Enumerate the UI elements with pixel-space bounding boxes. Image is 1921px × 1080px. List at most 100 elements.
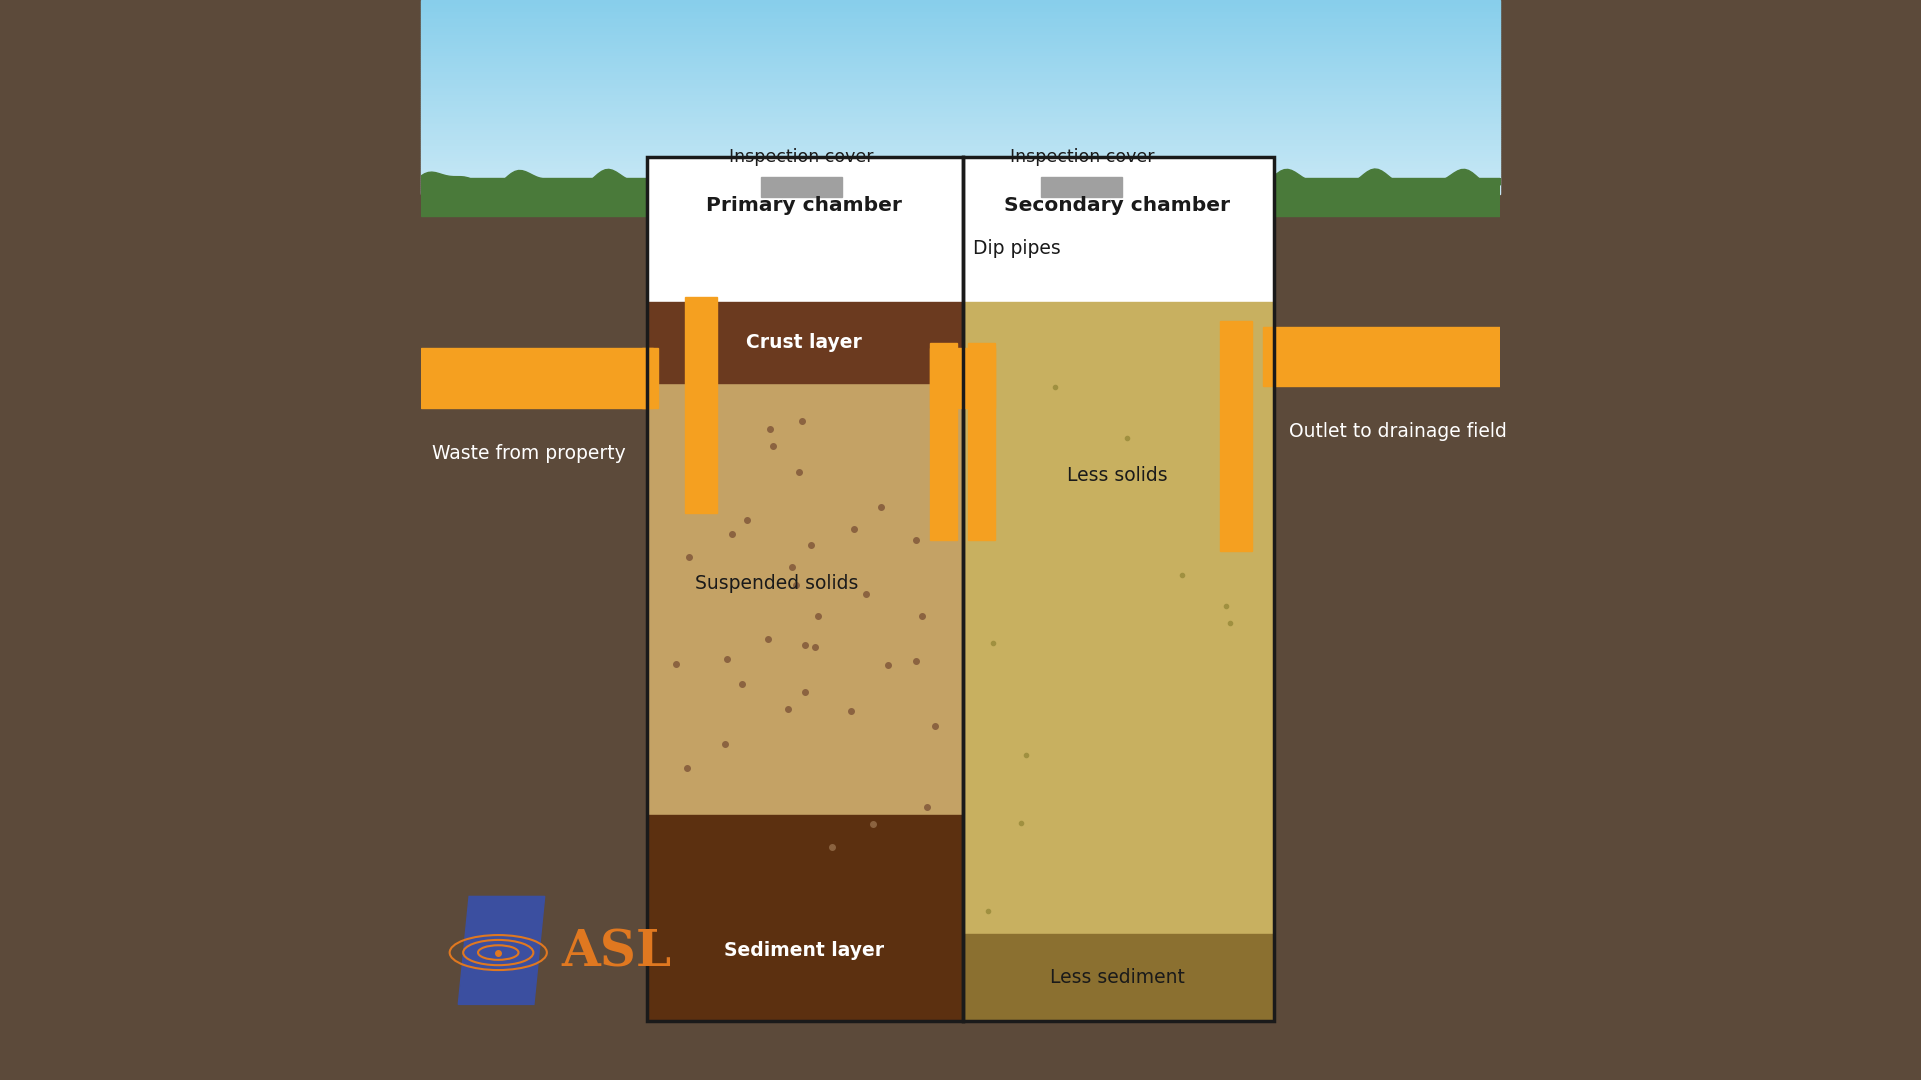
Bar bbox=[421, 93, 1500, 95]
Bar bbox=[421, 82, 1500, 83]
Bar bbox=[421, 83, 1500, 85]
Bar bbox=[421, 63, 1500, 64]
Text: Secondary chamber: Secondary chamber bbox=[1005, 195, 1229, 215]
Bar bbox=[647, 383, 962, 869]
Bar bbox=[421, 132, 1500, 134]
Bar bbox=[421, 68, 1500, 70]
Text: Suspended solids: Suspended solids bbox=[695, 573, 859, 593]
Bar bbox=[421, 4, 1500, 5]
Bar bbox=[642, 348, 653, 407]
Bar bbox=[421, 131, 1500, 132]
Bar bbox=[421, 8, 1500, 10]
Bar bbox=[421, 189, 1500, 190]
Polygon shape bbox=[459, 896, 546, 1004]
Bar bbox=[421, 178, 1500, 216]
Bar bbox=[421, 173, 1500, 175]
Text: Inspection cover: Inspection cover bbox=[1010, 148, 1155, 165]
Bar bbox=[421, 15, 1500, 17]
Bar bbox=[930, 348, 995, 407]
Bar bbox=[421, 103, 1500, 105]
Bar bbox=[421, 72, 1500, 73]
Bar bbox=[421, 170, 1500, 171]
Bar bbox=[421, 58, 1500, 60]
Bar bbox=[421, 180, 1500, 183]
Bar bbox=[421, 17, 1500, 19]
Bar bbox=[421, 99, 1500, 102]
Bar bbox=[421, 29, 1500, 31]
Bar bbox=[647, 302, 962, 383]
Bar bbox=[421, 175, 1500, 177]
Bar bbox=[421, 10, 1500, 12]
Bar bbox=[421, 150, 1500, 151]
Bar bbox=[421, 124, 1500, 126]
Bar bbox=[421, 54, 1500, 56]
Bar bbox=[421, 33, 1500, 35]
Bar bbox=[421, 35, 1500, 37]
Bar bbox=[421, 102, 1500, 103]
Bar bbox=[421, 19, 1500, 22]
Bar bbox=[421, 51, 1500, 53]
Bar bbox=[421, 46, 1500, 49]
Bar bbox=[421, 78, 1500, 80]
Bar bbox=[421, 76, 1500, 78]
Bar bbox=[421, 37, 1500, 39]
Bar bbox=[421, 5, 1500, 8]
Bar bbox=[421, 22, 1500, 24]
Bar bbox=[421, 112, 1500, 114]
Bar bbox=[421, 92, 1500, 93]
Bar bbox=[421, 49, 1500, 51]
Bar bbox=[421, 138, 1500, 140]
Bar bbox=[421, 85, 1500, 87]
Bar bbox=[421, 119, 1500, 121]
Bar bbox=[421, 148, 1500, 150]
Text: Primary chamber: Primary chamber bbox=[705, 195, 901, 215]
Bar bbox=[421, 122, 1500, 124]
Bar bbox=[421, 95, 1500, 97]
Bar bbox=[421, 144, 1500, 146]
Bar bbox=[421, 126, 1500, 129]
Text: Sediment layer: Sediment layer bbox=[724, 941, 884, 960]
Bar bbox=[421, 43, 1500, 44]
Bar bbox=[647, 157, 1274, 1021]
Bar bbox=[421, 171, 1500, 173]
Bar bbox=[421, 53, 1500, 54]
Text: Crust layer: Crust layer bbox=[745, 334, 863, 352]
Bar bbox=[421, 73, 1500, 76]
Bar bbox=[1220, 321, 1252, 551]
Bar bbox=[421, 56, 1500, 58]
Bar bbox=[1262, 326, 1500, 386]
Bar bbox=[421, 111, 1500, 112]
Bar bbox=[421, 60, 1500, 63]
Bar bbox=[647, 815, 962, 1021]
Bar bbox=[761, 177, 841, 197]
Bar bbox=[421, 70, 1500, 72]
Bar bbox=[421, 153, 1500, 156]
Bar bbox=[686, 297, 718, 513]
Bar bbox=[421, 183, 1500, 185]
Bar bbox=[421, 25, 1500, 27]
Bar bbox=[421, 121, 1500, 122]
Bar bbox=[421, 348, 659, 407]
Text: Less solids: Less solids bbox=[1066, 465, 1168, 485]
Bar bbox=[421, 27, 1500, 29]
Bar bbox=[421, 129, 1500, 131]
Bar bbox=[421, 151, 1500, 153]
Bar bbox=[421, 136, 1500, 138]
Bar bbox=[421, 87, 1500, 90]
Text: Less sediment: Less sediment bbox=[1049, 968, 1185, 987]
Bar bbox=[421, 192, 1500, 194]
Bar bbox=[421, 156, 1500, 158]
Bar bbox=[421, 14, 1500, 15]
Bar bbox=[421, 194, 1500, 1080]
Bar bbox=[421, 2, 1500, 4]
Bar bbox=[421, 107, 1500, 109]
Bar bbox=[421, 41, 1500, 43]
Bar bbox=[962, 302, 1274, 934]
Text: Dip pipes: Dip pipes bbox=[974, 239, 1060, 258]
Bar bbox=[421, 179, 1500, 180]
Bar bbox=[421, 0, 1500, 2]
Bar bbox=[421, 64, 1500, 66]
Bar bbox=[421, 158, 1500, 160]
Bar bbox=[421, 90, 1500, 92]
Bar bbox=[421, 160, 1500, 161]
